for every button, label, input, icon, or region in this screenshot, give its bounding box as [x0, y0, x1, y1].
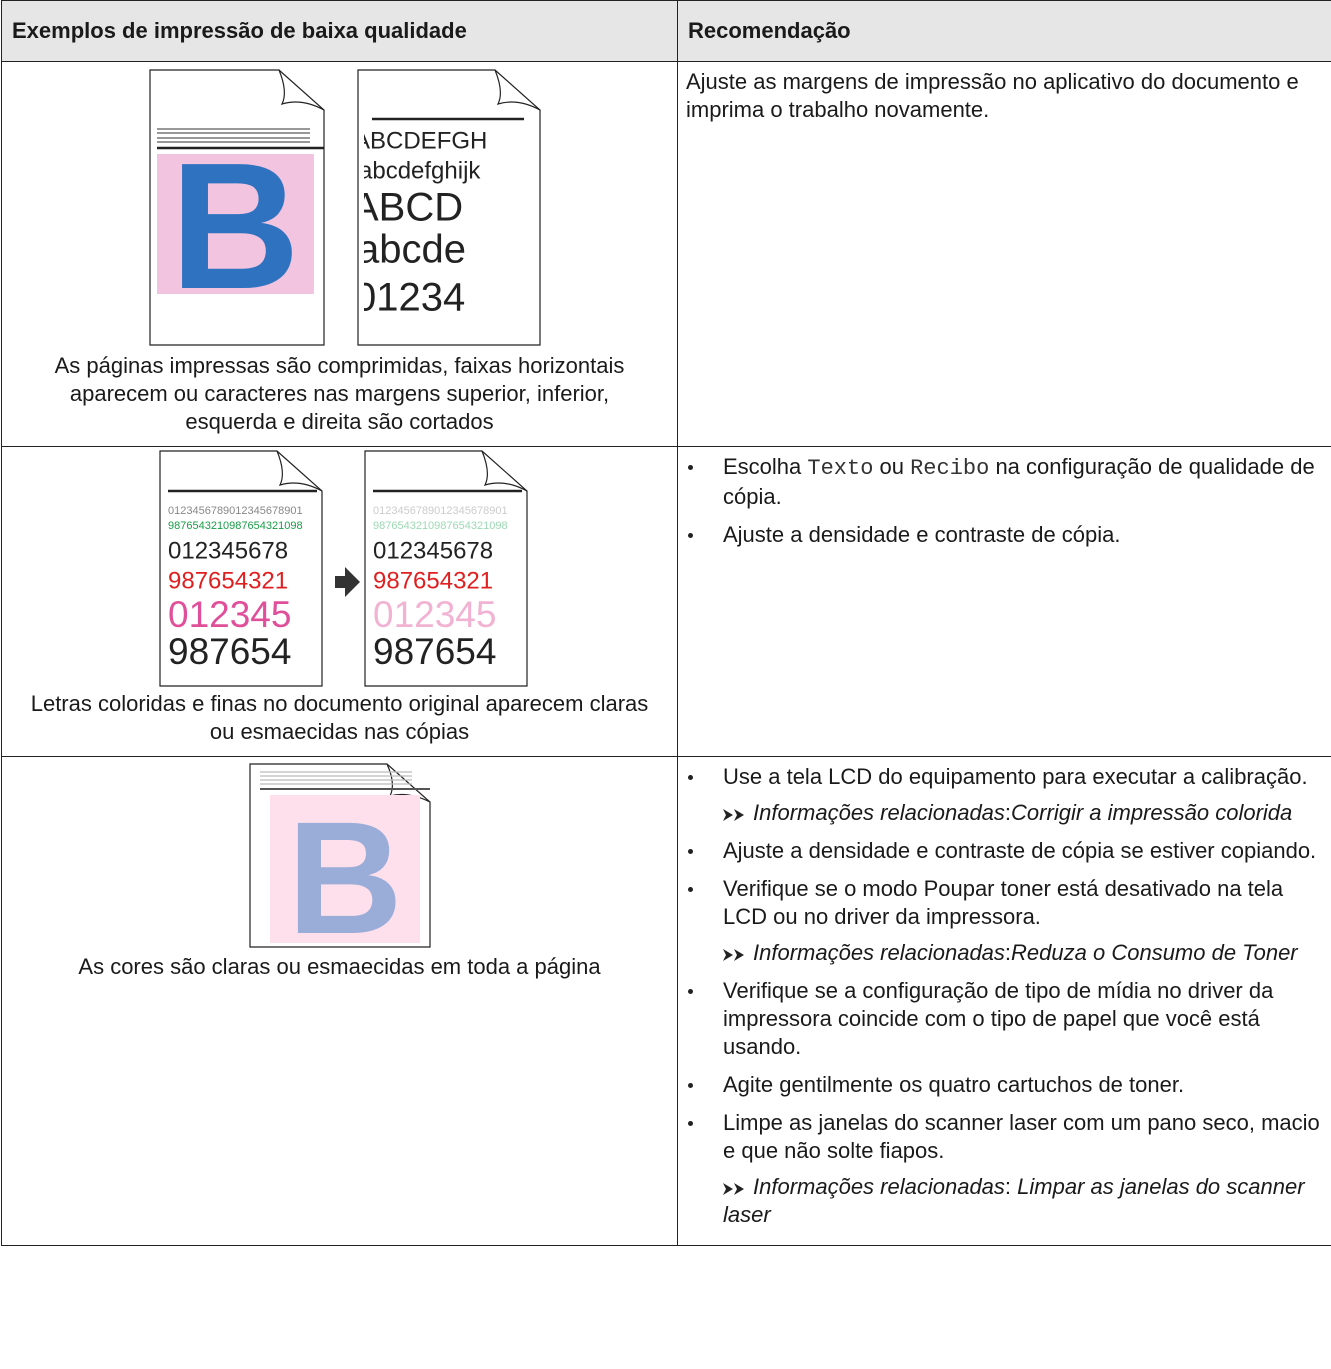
illustration: 0123456789012345678901 98765432109876543…: [159, 450, 528, 687]
letter: B: [170, 126, 300, 327]
header-cell: Recomendação: [677, 0, 1331, 62]
page-fold: [481, 450, 528, 492]
link[interactable]: Limpar as janelas do scanner laser: [723, 1174, 1305, 1227]
header-row: Exemplos de impressão de baixa qualidade…: [1, 0, 1331, 62]
paragraph: Ajuste as margens de impressão no aplica…: [686, 69, 1299, 122]
caption: As páginas impressas são comprimidas, fa…: [54, 353, 625, 434]
bullet: Use a tela LCD do equipamento para execu…: [686, 763, 1321, 827]
related-link: Informações relacionadas:Corrigir a impr…: [723, 799, 1321, 827]
link-label: Informações relacionadas: [753, 800, 1005, 825]
row: B As cores são claras ou esmaecidas em t…: [1, 756, 1331, 1246]
bullet: Verifique se a configuração de tipo de m…: [686, 977, 1321, 1061]
sample-text: ABCDEFGH: [354, 127, 487, 154]
bullet: Verifique se o modo Poupar toner está de…: [686, 875, 1321, 967]
bullet: Ajuste a densidade e contraste de cópia …: [686, 837, 1321, 865]
sample-text: 012345: [373, 594, 496, 635]
text: Limpe as janelas do scanner laser com um…: [723, 1110, 1320, 1163]
bullet-list: Use a tela LCD do equipamento para execu…: [686, 763, 1321, 1229]
page-fold: [278, 69, 325, 111]
recommendation-cell: Ajuste as margens de impressão no aplica…: [677, 61, 1331, 447]
sample-text: 012345: [168, 594, 291, 635]
sample-text: 0123456789012345678901: [168, 505, 303, 517]
page-fold: [494, 69, 541, 111]
text: Verifique se o modo Poupar toner está de…: [723, 876, 1284, 929]
sample-text: 012345678: [168, 537, 288, 564]
sample-text: 01234: [354, 276, 465, 320]
sample-text: 987654321: [168, 567, 288, 594]
tiny-text: [157, 128, 310, 143]
text: na configuração de qualidade de cópia.: [723, 454, 1315, 509]
tiny-text: [260, 771, 412, 785]
sample-text: 987654: [168, 631, 291, 672]
sample-text: 9876543210987654321098: [168, 520, 303, 532]
code: Texto: [807, 456, 874, 481]
color-block: [157, 154, 314, 294]
text: Use a tela LCD do equipamento para execu…: [723, 764, 1308, 789]
recommendation-cell: Use a tela LCD do equipamento para execu…: [677, 756, 1331, 1246]
sample-text: 987654: [373, 631, 496, 672]
page: [159, 450, 323, 687]
page: [357, 69, 541, 346]
sample-text: 9876543210987654321098: [373, 520, 508, 532]
caption: Letras coloridas e finas no documento or…: [30, 691, 649, 744]
illustration: B: [249, 763, 431, 953]
illustration: B ABCDEFGH abcdefghijk ABCD abcde 01234: [149, 69, 541, 346]
bullet: Ajuste a densidade e contraste de cópia.: [686, 521, 1321, 549]
text: Escolha: [723, 454, 808, 479]
related-link: Informações relacionadas: Limpar as jane…: [723, 1173, 1321, 1229]
sample-text: abcdefghijk: [359, 157, 481, 184]
example-cell: B ABCDEFGH abcdefghijk ABCD abcde 01234 …: [1, 61, 678, 447]
bullet: Agite gentilmente os quatro cartuchos de…: [686, 1071, 1321, 1099]
page-fold: [276, 450, 323, 492]
related-link: Informações relacionadas:Reduza o Consum…: [723, 939, 1321, 967]
link[interactable]: Reduza o Consumo de Toner: [1011, 940, 1298, 965]
bullet: Limpe as janelas do scanner laser com um…: [686, 1109, 1321, 1229]
example-cell: B As cores são claras ou esmaecidas em t…: [1, 756, 678, 1246]
sample-text: ABCD: [352, 186, 463, 230]
sample-text: 0123456789012345678901: [373, 505, 508, 517]
quality-table: Exemplos de impressão de baixa qualidade…: [1, 0, 1331, 1246]
arrow-icon: [723, 1183, 744, 1195]
example-cell: 0123456789012345678901 98765432109876543…: [1, 446, 678, 757]
header-cell: Exemplos de impressão de baixa qualidade: [1, 0, 678, 62]
row: 0123456789012345678901 98765432109876543…: [1, 446, 1331, 757]
recommendation-cell: Escolha Texto ou Recibo na configuração …: [677, 446, 1331, 757]
link-label: Informações relacionadas: [753, 940, 1005, 965]
bullet-list: Escolha Texto ou Recibo na configuração …: [686, 453, 1321, 549]
bullet: Escolha Texto ou Recibo na configuração …: [686, 453, 1321, 511]
link-label: Informações relacionadas: [753, 1174, 1005, 1199]
sample-text: 987654321: [373, 567, 493, 594]
caption: As cores são claras ou esmaecidas em tod…: [78, 954, 601, 979]
sample-text: abcde: [357, 228, 466, 272]
link[interactable]: Corrigir a impressão colorida: [1011, 800, 1293, 825]
separator: :: [1004, 940, 1012, 965]
separator: :: [1004, 1174, 1018, 1199]
row: B ABCDEFGH abcdefghijk ABCD abcde 01234 …: [1, 61, 1331, 447]
separator: :: [1004, 800, 1012, 825]
arrow-icon: [723, 949, 744, 961]
arrow-icon: [723, 809, 744, 821]
text: ou: [873, 454, 911, 479]
letter: B: [287, 788, 403, 953]
page: [364, 450, 528, 687]
arrow: [335, 567, 360, 597]
sample-text: 012345678: [373, 537, 493, 564]
color-block: [270, 795, 420, 943]
code: Recibo: [910, 456, 990, 481]
